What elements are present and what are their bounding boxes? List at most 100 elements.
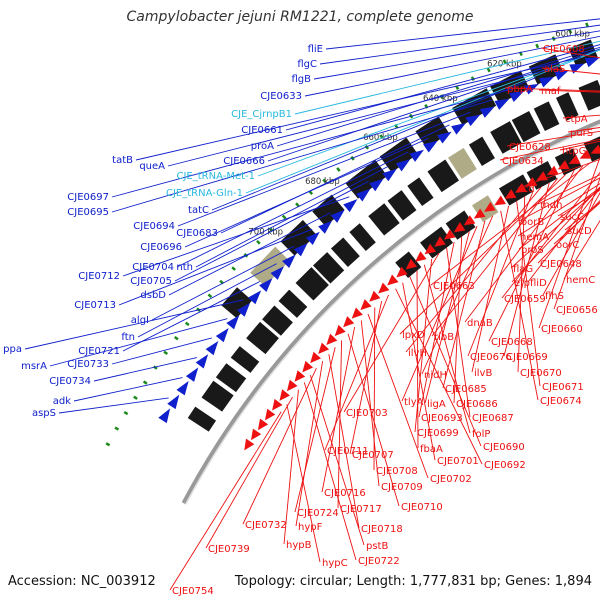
reverse-gene-label: CJE0690 <box>483 442 525 453</box>
reverse-leader-line <box>471 205 510 373</box>
cog-block-inner <box>368 203 400 236</box>
reverse-gene-label: CJE0739 <box>208 544 250 555</box>
reverse-gene-label: CJE0660 <box>541 324 583 335</box>
genome-summary: Topology: circular; Length: 1,777,831 bp… <box>234 574 592 589</box>
forward-gene-label: CJE0712 <box>78 271 120 282</box>
reverse-gene-arrow <box>286 379 298 392</box>
reverse-gene-label: CJE0608 <box>543 44 585 55</box>
reverse-gene-label: fbaA <box>420 444 443 455</box>
forward-gene-arrow <box>479 106 495 118</box>
forward-gene-label: CJE0697 <box>67 192 109 203</box>
forward-gene-arrow <box>167 394 180 410</box>
forward-leader-line <box>122 281 260 352</box>
reverse-gene-arrow <box>302 360 314 373</box>
reverse-gene-label: CJE0699 <box>417 428 459 439</box>
reverse-gene-label: hypC <box>322 558 348 569</box>
reverse-leader-line <box>500 210 539 401</box>
reverse-gene-arrow <box>326 333 338 345</box>
cog-block-inner <box>187 406 217 432</box>
cog-block-outer <box>379 137 418 173</box>
reverse-leader-line <box>418 241 455 418</box>
reverse-leader-line <box>506 130 600 147</box>
reverse-gene-label: nidH <box>424 370 447 381</box>
cog-block-inner <box>215 363 247 393</box>
forward-gene-label: flgB <box>291 74 311 85</box>
forward-gene-label: ftn <box>121 332 135 343</box>
forward-gene-arrow <box>205 340 219 356</box>
reverse-gene-label: CJE0724 <box>297 508 339 519</box>
cog-block-outer <box>221 287 253 319</box>
reverse-gene-label: CJE0687 <box>472 413 514 424</box>
reverse-gene-arrow <box>250 428 262 441</box>
cog-block-inner <box>246 321 279 355</box>
cog-block-inner <box>330 237 360 267</box>
cog-block-outer <box>490 70 530 104</box>
forward-leader-line <box>184 137 429 248</box>
reverse-gene-arrow <box>264 408 276 421</box>
reverse-gene-label: proS <box>521 245 544 256</box>
cog-block-inner <box>349 223 376 251</box>
reverse-gene-arrow <box>590 144 600 154</box>
reverse-gene-label: sucD <box>567 226 592 237</box>
forward-gene-label: CJE0705 <box>130 276 172 287</box>
cog-block-inner <box>578 79 600 111</box>
cog-block-outer <box>250 246 290 287</box>
reverse-gene-arrow <box>557 160 570 170</box>
reverse-gene-label: CJE0707 <box>352 450 394 461</box>
cog-block-inner <box>387 190 417 221</box>
forward-gene-arrow <box>343 199 358 213</box>
reverse-gene-label: hypF <box>298 522 323 533</box>
cog-block-inner <box>201 380 234 412</box>
kbp-tick-label: 600 kbp <box>555 30 590 40</box>
reverse-leader-line <box>283 389 299 545</box>
reverse-gene-label: CJE0676 <box>470 352 512 363</box>
reverse-leader-line <box>423 264 471 434</box>
forward-leader-line <box>304 35 600 97</box>
reverse-gene-label: CJE0708 <box>376 466 418 477</box>
forward-leader-line <box>122 196 350 277</box>
tick-mark <box>105 442 111 447</box>
reverse-gene-label: CJE0754 <box>172 586 214 597</box>
forward-gene-arrow <box>369 178 384 192</box>
reverse-gene-label: CJE0710 <box>401 502 443 513</box>
forward-leader-line <box>176 151 409 268</box>
reverse-leader-line <box>559 140 600 151</box>
forward-gene-label: dsbD <box>140 290 166 301</box>
reverse-gene-arrow <box>257 418 269 431</box>
cog-block-outer <box>452 88 497 126</box>
forward-gene-arrow <box>226 315 240 330</box>
reverse-gene-arrow <box>483 201 496 212</box>
forward-gene-label: CJE0661 <box>241 125 283 136</box>
cog-block-inner <box>511 111 541 143</box>
forward-gene-label: nth <box>176 262 193 273</box>
forward-gene-label: tatB <box>112 155 133 166</box>
tick-mark <box>114 426 120 431</box>
cog-block-outer <box>345 159 388 199</box>
reverse-gene-label: CJE0656 <box>556 305 598 316</box>
cog-block-inner <box>230 346 260 373</box>
reverse-leader-line <box>295 361 324 527</box>
reverse-leader-line <box>360 320 380 487</box>
cog-block-inner <box>533 101 560 132</box>
forward-gene-arrow <box>270 266 284 280</box>
kbp-tick-label: 660 kbp <box>363 133 398 143</box>
reverse-leader-line <box>294 347 336 513</box>
forward-leader-line <box>276 46 600 147</box>
forward-gene-label: CJE_CjrnpB1 <box>231 109 292 120</box>
reverse-leader-line <box>517 158 600 189</box>
forward-gene-arrow <box>409 149 424 162</box>
reverse-leader-line <box>367 313 429 479</box>
reverse-leader-line <box>540 47 600 59</box>
forward-gene-arrow <box>465 114 481 127</box>
reverse-leader-line <box>328 354 360 529</box>
forward-gene-arrow <box>451 123 466 135</box>
reverse-gene-arrow <box>351 307 363 319</box>
forward-gene-label: CJE0721 <box>78 346 120 357</box>
reverse-gene-label: CJE0674 <box>540 396 582 407</box>
reverse-leader-line <box>518 177 600 222</box>
forward-gene-arrow <box>437 131 452 144</box>
forward-leader-line <box>267 48 600 162</box>
reverse-leader-line <box>538 158 600 329</box>
tick-mark <box>184 321 190 327</box>
